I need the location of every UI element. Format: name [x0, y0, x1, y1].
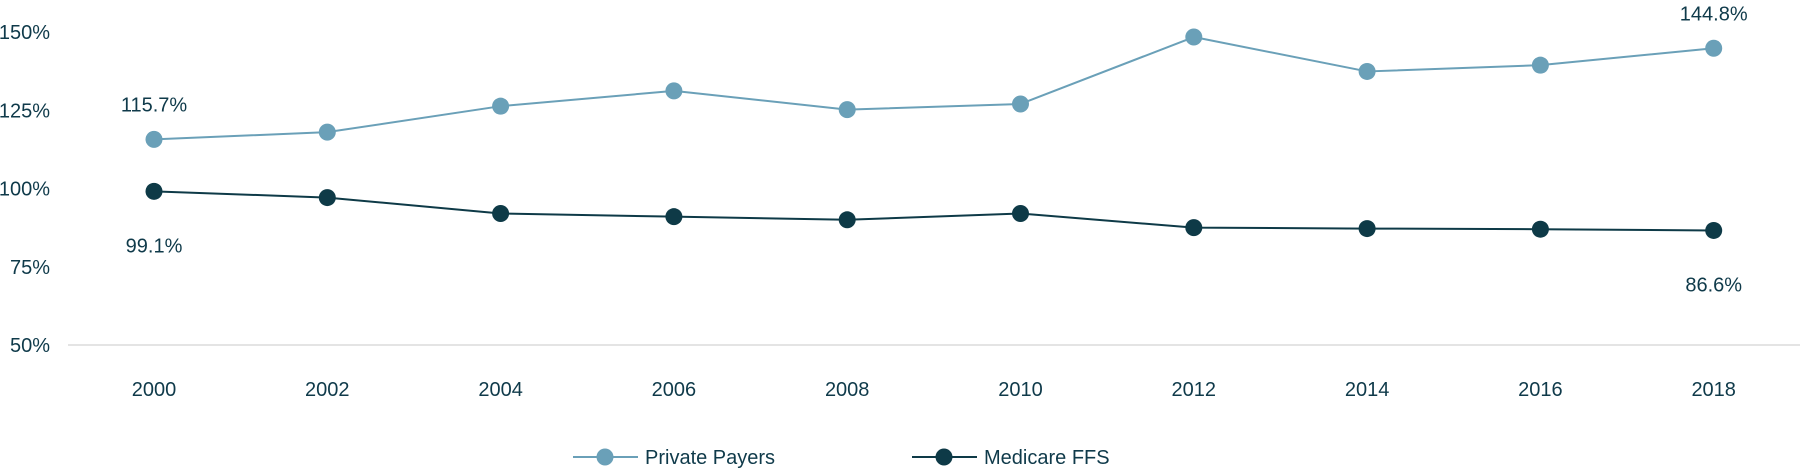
data-point: [665, 82, 683, 100]
data-point: [1012, 95, 1029, 113]
x-tick-label: 2012: [1172, 379, 1217, 401]
legend-item: Private Payers: [573, 447, 775, 469]
series-medicare-ffs: 99.1% 86.6%: [126, 182, 1742, 296]
data-point: [665, 208, 683, 226]
y-tick-label: 150%: [0, 22, 50, 44]
y-tick-label: 50%: [10, 335, 50, 357]
data-point: [1531, 56, 1549, 74]
x-tick-label: 2006: [652, 379, 697, 401]
series-private-payers: 115.7% 144.8%: [121, 3, 1748, 148]
legend: Private Payers Medicare FFS: [573, 447, 1110, 469]
legend-swatch-marker: [596, 448, 614, 466]
data-label: 99.1%: [126, 235, 183, 257]
legend-item: Medicare FFS: [912, 447, 1110, 469]
data-label: 144.8%: [1680, 3, 1748, 25]
data-point: [1531, 220, 1549, 238]
data-point: [492, 97, 510, 115]
data-label: 86.6%: [1685, 274, 1742, 296]
x-tick-label: 2004: [478, 379, 523, 401]
x-tick-label: 2010: [998, 379, 1043, 401]
x-tick-label: 2008: [825, 379, 870, 401]
data-point: [318, 189, 336, 207]
data-point: [1705, 221, 1723, 239]
y-tick-label: 125%: [0, 100, 50, 122]
y-axis-ticks: 50% 75% 100% 125% 150%: [0, 22, 50, 357]
data-point: [318, 123, 336, 141]
data-point: [1705, 39, 1723, 57]
series-layer: 115.7% 144.8% 99.1% 86.6%: [121, 3, 1748, 296]
data-point: [1358, 62, 1376, 80]
data-point: [1185, 219, 1203, 237]
data-label: 115.7%: [121, 94, 188, 116]
y-tick-label: 75%: [10, 257, 50, 279]
x-axis-ticks: 2000 2002 2004 2006 2008 2010 2012 2014 2016 2018: [132, 379, 1736, 401]
legend-label: Private Payers: [645, 447, 775, 469]
legend-label: Medicare FFS: [984, 447, 1110, 469]
x-tick-label: 2018: [1691, 379, 1736, 401]
data-point: [1012, 205, 1029, 223]
data-point: [492, 205, 510, 223]
x-tick-label: 2014: [1345, 379, 1390, 401]
series-line: [153, 36, 1714, 141]
data-point: [145, 130, 163, 148]
series-line: [153, 190, 1714, 232]
data-point: [1185, 28, 1203, 46]
data-point: [838, 101, 856, 119]
y-tick-label: 100%: [0, 179, 50, 201]
x-tick-label: 2002: [305, 379, 350, 401]
data-point: [1358, 220, 1376, 238]
x-tick-label: 2000: [132, 379, 177, 401]
data-point: [838, 211, 856, 229]
legend-swatch-marker: [935, 448, 953, 466]
x-tick-label: 2016: [1518, 379, 1563, 401]
data-point: [145, 182, 163, 200]
